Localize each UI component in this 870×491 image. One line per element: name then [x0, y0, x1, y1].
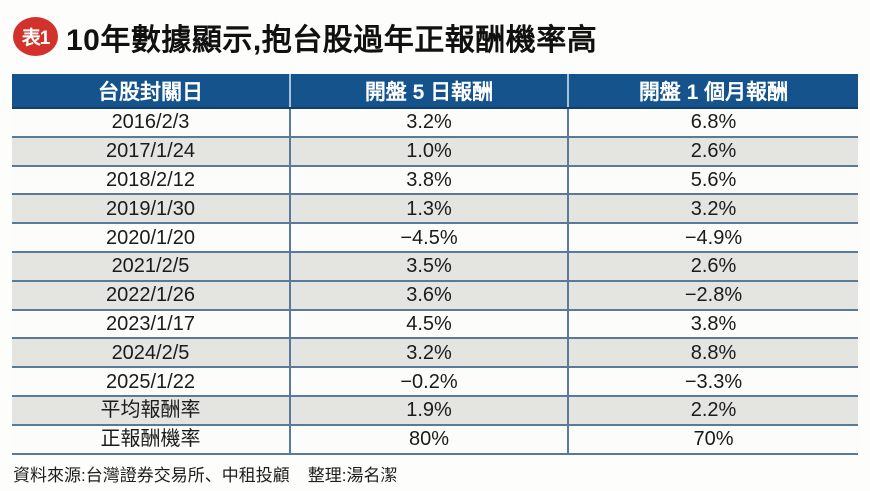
- column-header-1month-return: 開盤 1 個月報酬: [567, 74, 858, 109]
- close-date-cell: 2021/2/5: [12, 250, 290, 281]
- table-row: 2022/1/26 3.6% −2.8%: [12, 279, 858, 310]
- table-row: 2019/1/30 1.3% 3.2%: [12, 193, 858, 224]
- source-text: 資料來源:台灣證券交易所、中租投顧: [13, 466, 290, 485]
- close-date-cell: 2017/1/24: [12, 135, 290, 166]
- 1month-return-cell: 3.8%: [567, 308, 858, 339]
- close-date-cell: 2018/2/12: [12, 164, 290, 195]
- close-date-cell: 2016/2/3: [12, 108, 290, 137]
- column-header-5day-return: 開盤 5 日報酬: [289, 74, 568, 109]
- page-title: 10年數據顯示,抱台股過年正報酬機率高: [66, 23, 598, 57]
- table-row: 2020/1/20 −4.5% −4.9%: [12, 222, 858, 252]
- close-date-cell: 平均報酬率: [12, 394, 290, 425]
- 5day-return-cell: 3.6%: [289, 279, 568, 310]
- 5day-return-cell: 3.8%: [289, 164, 568, 195]
- 5day-return-cell: 3.2%: [289, 108, 568, 137]
- 1month-return-cell: 2.6%: [567, 250, 858, 281]
- close-date-cell: 2024/2/5: [12, 337, 290, 368]
- close-date-cell: 2023/1/17: [12, 308, 290, 339]
- 5day-return-cell: 1.9%: [289, 394, 568, 425]
- table-row: 2025/1/22 −0.2% −3.3%: [12, 366, 858, 396]
- table-row: 2021/2/5 3.5% 2.6%: [12, 250, 858, 281]
- table-header-row: 台股封關日 開盤 5 日報酬 開盤 1 個月報酬: [12, 74, 858, 109]
- returns-table: 台股封關日 開盤 5 日報酬 開盤 1 個月報酬 2016/2/3 3.2% 6.8…: [12, 74, 858, 455]
- 5day-return-cell: 3.2%: [289, 337, 568, 368]
- table-row: 平均報酬率 1.9% 2.2%: [12, 394, 858, 425]
- 5day-return-cell: −4.5%: [289, 222, 568, 252]
- column-header-close-date: 台股封關日: [12, 74, 290, 109]
- table-row: 2018/2/12 3.8% 5.6%: [12, 164, 858, 195]
- 1month-return-cell: 6.8%: [567, 108, 858, 137]
- 1month-return-cell: 8.8%: [567, 337, 858, 368]
- table-row: 2023/1/17 4.5% 3.8%: [12, 308, 858, 339]
- table-number-badge: 表1: [13, 17, 58, 56]
- close-date-cell: 2022/1/26: [12, 279, 290, 310]
- editor-text: 整理:湯名潔: [307, 466, 398, 485]
- 5day-return-cell: 1.0%: [289, 135, 568, 166]
- close-date-cell: 2019/1/30: [12, 193, 290, 224]
- close-date-cell: 2025/1/22: [12, 366, 290, 396]
- title-bar: 表1 10年數據顯示,抱台股過年正報酬機率高: [0, 0, 870, 62]
- 1month-return-cell: 2.6%: [567, 135, 858, 166]
- table-row: 正報酬機率 80% 70%: [12, 423, 858, 455]
- 1month-return-cell: 2.2%: [567, 394, 858, 425]
- close-date-cell: 2020/1/20: [12, 222, 290, 252]
- 5day-return-cell: 3.5%: [289, 250, 568, 281]
- 1month-return-cell: 5.6%: [567, 164, 858, 195]
- table-row: 2017/1/24 1.0% 2.6%: [12, 135, 858, 166]
- close-date-cell: 正報酬機率: [12, 423, 290, 455]
- 5day-return-cell: 80%: [289, 423, 568, 455]
- 1month-return-cell: 3.2%: [567, 193, 858, 224]
- 5day-return-cell: 1.3%: [289, 193, 568, 224]
- table-row: 2016/2/3 3.2% 6.8%: [12, 108, 858, 137]
- 5day-return-cell: −0.2%: [289, 366, 568, 396]
- 1month-return-cell: −3.3%: [567, 366, 858, 396]
- 5day-return-cell: 4.5%: [289, 308, 568, 339]
- table-body: 2016/2/3 3.2% 6.8% 2017/1/24 1.0% 2.6% 2018/2/…: [12, 108, 858, 455]
- 1month-return-cell: −4.9%: [567, 222, 858, 252]
- 1month-return-cell: 70%: [567, 423, 858, 455]
- source-note: 資料來源:台灣證券交易所、中租投顧 整理:湯名潔: [13, 461, 397, 486]
- table-row: 2024/2/5 3.2% 8.8%: [12, 337, 858, 368]
- 1month-return-cell: −2.8%: [567, 279, 858, 310]
